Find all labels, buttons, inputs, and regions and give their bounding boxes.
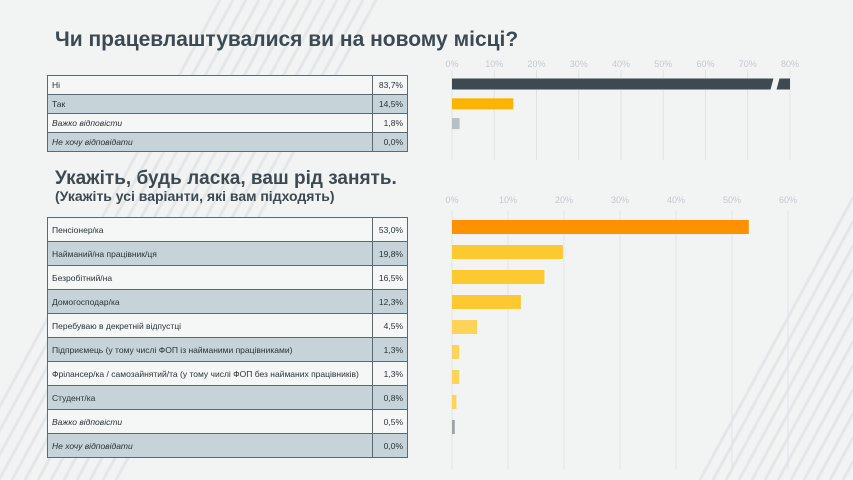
question-1-title: Чи працевлаштувалися ви на новому місці? — [55, 28, 519, 51]
x-tick-label: 0% — [445, 59, 458, 69]
bar — [452, 370, 460, 384]
row-value: 0,5% — [372, 409, 408, 434]
x-tick-label: 30% — [611, 195, 629, 205]
row-label: Підприємець (у тому числі ФОП із наймани… — [47, 337, 373, 362]
bar — [452, 245, 563, 259]
table-row: Підприємець (у тому числі ФОП із наймани… — [47, 337, 408, 362]
x-tick-label: 40% — [612, 59, 630, 69]
bar — [452, 295, 521, 309]
question-2-subtitle: (Укажіть усі варіанти, які вам підходять… — [55, 188, 335, 204]
bar — [452, 270, 545, 284]
x-tick-label: 50% — [723, 195, 741, 205]
row-label: Найманий/на працівник/ця — [47, 241, 373, 266]
row-label: Домогосподар/ка — [47, 289, 373, 314]
table-row: Пенсіонер/ка 53,0% — [47, 217, 408, 242]
bar — [452, 98, 514, 110]
row-label: Безробітний/на — [47, 265, 373, 290]
row-value: 16,5% — [372, 265, 408, 290]
table-row: Безробітний/на 16,5% — [47, 265, 408, 290]
table-row: Важко відповісти 0,5% — [47, 409, 408, 434]
bar — [452, 118, 460, 130]
x-tick-label: 30% — [570, 59, 588, 69]
bar — [452, 395, 457, 409]
bar — [452, 220, 749, 234]
table-row: Перебуваю в декретній відпустці 4,5% — [47, 313, 408, 338]
x-tick-label: 80% — [781, 59, 799, 69]
table-row: Важко відповісти 1,8% — [46, 113, 408, 133]
row-value: 0,0% — [372, 433, 408, 458]
row-value: 0,0% — [372, 132, 408, 152]
x-tick-label: 60% — [696, 59, 714, 69]
table-row: Фрілансер/ка / самозайнятий/та (у тому ч… — [47, 361, 408, 386]
row-label: Не хочу відповідати — [47, 433, 373, 458]
x-tick-label: 70% — [739, 59, 757, 69]
table-row: Домогосподар/ка 12,3% — [47, 289, 408, 314]
bar — [452, 78, 790, 90]
x-tick-label: 10% — [485, 59, 503, 69]
x-tick-label: 10% — [499, 195, 517, 205]
row-value: 4,5% — [372, 313, 408, 338]
row-value: 12,3% — [372, 289, 408, 314]
table-row: Не хочу відповідати 0,0% — [46, 132, 408, 152]
x-tick-label: 60% — [779, 195, 797, 205]
occupation-table: Пенсіонер/ка 53,0% Найманий/на працівник/ц… — [47, 217, 408, 458]
row-label: Перебуваю в декретній відпустці — [47, 313, 373, 338]
row-value: 0,8% — [372, 385, 408, 410]
row-label: Важко відповісти — [46, 113, 374, 133]
question-2-title: Укажіть, будь ласка, ваш рід занять. — [55, 168, 397, 189]
row-label: Важко відповісти — [47, 409, 373, 434]
table-row: Студент/ка 0,8% — [47, 385, 408, 410]
x-tick-label: 50% — [654, 59, 672, 69]
bar — [452, 420, 455, 434]
row-label: Студент/ка — [47, 385, 373, 410]
row-label: Так — [46, 94, 374, 114]
employment-table: Ні 83,7% Так 14,5% Важко відповісти 1,8% Не хо… — [46, 75, 408, 152]
x-tick-label: 20% — [555, 195, 573, 205]
table-row: Не хочу відповідати 0,0% — [47, 433, 408, 458]
row-value: 1,3% — [372, 337, 408, 362]
table-row: Найманий/на працівник/ця 19,8% — [47, 241, 408, 266]
row-label: Пенсіонер/ка — [47, 217, 373, 242]
bar — [452, 345, 460, 359]
row-label: Не хочу відповідати — [46, 132, 374, 152]
axis-break-mark — [770, 76, 780, 92]
row-value: 19,8% — [372, 241, 408, 266]
row-value: 1,8% — [372, 113, 408, 133]
x-tick-label: 0% — [445, 195, 458, 205]
row-label: Ні — [46, 75, 374, 95]
row-value: 53,0% — [372, 217, 408, 242]
table-row: Ні 83,7% — [46, 75, 408, 95]
row-label: Фрілансер/ка / самозайнятий/та (у тому ч… — [47, 361, 373, 386]
x-tick-label: 20% — [527, 59, 545, 69]
bar — [452, 320, 478, 334]
x-tick-label: 40% — [667, 195, 685, 205]
